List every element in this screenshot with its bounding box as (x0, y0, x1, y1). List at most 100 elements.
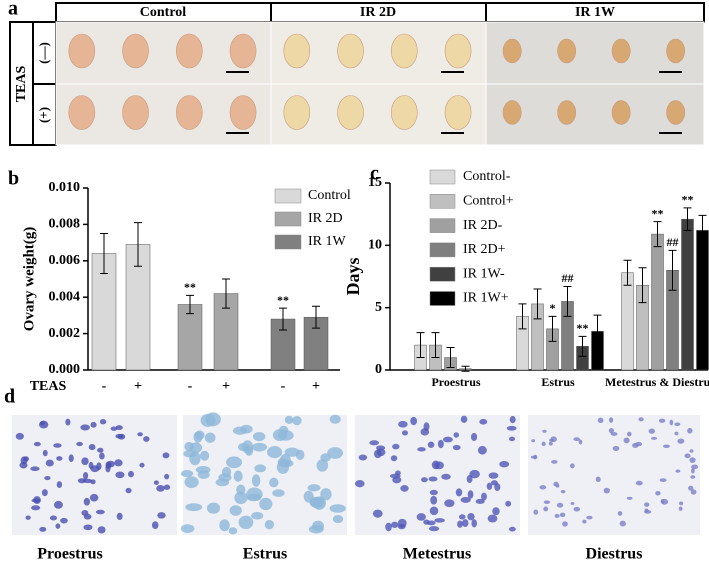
error-bar (593, 314, 602, 349)
y-tick-label: 15 (368, 175, 382, 190)
bar (621, 272, 634, 371)
error-bar (548, 315, 557, 342)
cell (677, 438, 685, 444)
cell (115, 425, 123, 431)
cell (83, 497, 91, 506)
legend-label: Control (308, 188, 351, 203)
y-tick-label: 0.006 (49, 253, 81, 268)
x-tick-label: + (222, 379, 230, 394)
cell (332, 514, 344, 524)
cell (690, 475, 696, 479)
cell (494, 483, 501, 492)
y-tick-label: 0.000 (49, 362, 81, 377)
cell (429, 506, 439, 516)
cell (487, 514, 498, 523)
row-label: (—) (36, 42, 51, 64)
cell (689, 457, 696, 463)
legend-label: IR 1W+ (463, 291, 509, 306)
significance: ** (652, 206, 664, 220)
cell (180, 524, 195, 533)
ovary (68, 33, 96, 69)
cell (151, 521, 159, 530)
cell (221, 466, 232, 478)
cell (310, 497, 325, 509)
cell (30, 466, 40, 472)
cell (421, 477, 428, 483)
error-bar (100, 233, 108, 275)
cell (327, 447, 343, 459)
cell (128, 470, 134, 478)
cell (627, 431, 632, 437)
y-axis-label: Ovary weight(g) (21, 227, 37, 332)
cell (458, 514, 466, 520)
cell (401, 430, 409, 436)
cell (206, 502, 221, 514)
cell (508, 436, 516, 442)
column-label: IR 1W (575, 5, 615, 20)
x-tick-label: Proestrus (431, 375, 480, 389)
cell (303, 490, 314, 503)
cell (578, 439, 583, 445)
cell (376, 448, 386, 457)
cell (508, 526, 516, 532)
cell (269, 477, 279, 488)
cell (389, 473, 401, 479)
cell (200, 413, 216, 427)
cell (254, 464, 266, 473)
error-bar (312, 305, 320, 329)
legend-label: Control+ (463, 194, 514, 209)
cell (316, 459, 329, 472)
error-bar (279, 307, 287, 331)
cell (635, 441, 643, 447)
ovary (337, 33, 364, 69)
cell (471, 519, 477, 528)
cell (423, 422, 430, 431)
cell (467, 490, 474, 499)
error-bar (653, 221, 662, 248)
cell (675, 469, 681, 473)
cell (320, 488, 332, 501)
cell (49, 515, 57, 521)
cell (55, 523, 61, 529)
cell (416, 513, 426, 521)
x-tick-label: - (188, 379, 193, 394)
cell (684, 453, 691, 459)
cell (543, 500, 551, 505)
error-bar (431, 332, 440, 359)
ovary (229, 33, 257, 69)
cell (226, 456, 243, 469)
error-bar (533, 288, 542, 320)
cell (475, 498, 485, 505)
cell (184, 476, 199, 489)
cell (76, 441, 83, 447)
cell (570, 501, 575, 506)
cell (441, 473, 451, 480)
cell (551, 460, 558, 464)
cell (219, 519, 230, 532)
cell (644, 502, 650, 507)
cell (531, 439, 536, 443)
cell (678, 506, 683, 511)
cell (617, 511, 623, 516)
legend-swatch (274, 234, 302, 250)
cell (312, 520, 324, 532)
significance: ** (184, 280, 196, 294)
ovary (444, 95, 472, 130)
cell (137, 432, 143, 437)
cell (81, 457, 89, 466)
cell (105, 464, 111, 473)
cell (15, 432, 24, 440)
cell (199, 450, 210, 461)
cell (246, 493, 262, 502)
ovary (611, 38, 631, 64)
legend-label: Control- (463, 169, 511, 184)
cell (595, 476, 601, 482)
ovary (611, 100, 631, 125)
cell (162, 452, 170, 459)
column-label: IR 2D (360, 5, 396, 20)
legend-swatch (429, 291, 456, 306)
cell (157, 512, 166, 519)
cell (460, 496, 471, 503)
cell (193, 431, 203, 443)
cell (644, 508, 649, 513)
